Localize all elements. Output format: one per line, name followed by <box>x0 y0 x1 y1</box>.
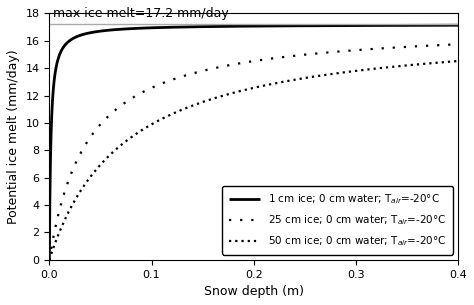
1 cm ice; 0 cm water; T$_{air}$=-20°C <box>68 38 74 41</box>
1 cm ice; 0 cm water; T$_{air}$=-20°C <box>55 56 61 60</box>
25 cm ice; 0 cm water; T$_{air}$=-20°C <box>292 54 298 58</box>
25 cm ice; 0 cm water; T$_{air}$=-20°C <box>456 42 461 46</box>
1 cm ice; 0 cm water; T$_{air}$=-20°C <box>383 23 389 27</box>
1 cm ice; 0 cm water; T$_{air}$=-20°C <box>198 25 204 28</box>
25 cm ice; 0 cm water; T$_{air}$=-20°C <box>198 70 204 73</box>
25 cm ice; 0 cm water; T$_{air}$=-20°C <box>46 258 52 262</box>
Legend: 1 cm ice; 0 cm water; T$_{air}$=-20°C, 25 cm ice; 0 cm water; T$_{air}$=-20°C, 5: 1 cm ice; 0 cm water; T$_{air}$=-20°C, 2… <box>222 186 453 255</box>
Y-axis label: Potential ice melt (mm/day): Potential ice melt (mm/day) <box>7 49 20 224</box>
X-axis label: Snow depth (m): Snow depth (m) <box>204 285 304 298</box>
25 cm ice; 0 cm water; T$_{air}$=-20°C <box>383 46 389 50</box>
25 cm ice; 0 cm water; T$_{air}$=-20°C <box>83 142 89 146</box>
50 cm ice; 0 cm water; T$_{air}$=-20°C <box>456 59 461 63</box>
1 cm ice; 0 cm water; T$_{air}$=-20°C <box>292 24 298 28</box>
50 cm ice; 0 cm water; T$_{air}$=-20°C <box>292 78 298 81</box>
1 cm ice; 0 cm water; T$_{air}$=-20°C <box>83 32 89 36</box>
50 cm ice; 0 cm water; T$_{air}$=-20°C <box>55 233 61 236</box>
25 cm ice; 0 cm water; T$_{air}$=-20°C <box>55 212 61 216</box>
50 cm ice; 0 cm water; T$_{air}$=-20°C <box>68 205 74 209</box>
1 cm ice; 0 cm water; T$_{air}$=-20°C <box>46 258 52 262</box>
50 cm ice; 0 cm water; T$_{air}$=-20°C <box>383 66 389 69</box>
50 cm ice; 0 cm water; T$_{air}$=-20°C <box>46 258 52 262</box>
50 cm ice; 0 cm water; T$_{air}$=-20°C <box>83 181 89 185</box>
Line: 25 cm ice; 0 cm water; T$_{air}$=-20°C: 25 cm ice; 0 cm water; T$_{air}$=-20°C <box>49 44 458 260</box>
Line: 50 cm ice; 0 cm water; T$_{air}$=-20°C: 50 cm ice; 0 cm water; T$_{air}$=-20°C <box>49 61 458 260</box>
1 cm ice; 0 cm water; T$_{air}$=-20°C <box>456 23 461 27</box>
50 cm ice; 0 cm water; T$_{air}$=-20°C <box>198 101 204 104</box>
Text: max ice melt=17.2 mm/day: max ice melt=17.2 mm/day <box>54 7 229 20</box>
Line: 1 cm ice; 0 cm water; T$_{air}$=-20°C: 1 cm ice; 0 cm water; T$_{air}$=-20°C <box>49 25 458 260</box>
25 cm ice; 0 cm water; T$_{air}$=-20°C <box>68 171 74 175</box>
